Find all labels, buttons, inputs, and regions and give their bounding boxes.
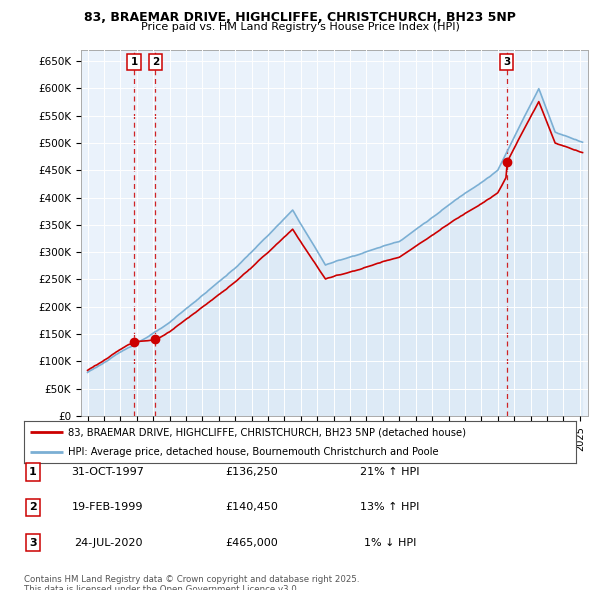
Text: £140,450: £140,450 xyxy=(226,503,278,512)
Text: 31-OCT-1997: 31-OCT-1997 xyxy=(71,467,145,477)
Text: 83, BRAEMAR DRIVE, HIGHCLIFFE, CHRISTCHURCH, BH23 5NP: 83, BRAEMAR DRIVE, HIGHCLIFFE, CHRISTCHU… xyxy=(84,11,516,24)
Text: Price paid vs. HM Land Registry's House Price Index (HPI): Price paid vs. HM Land Registry's House … xyxy=(140,22,460,32)
Text: 24-JUL-2020: 24-JUL-2020 xyxy=(74,538,142,548)
Text: 2: 2 xyxy=(29,503,37,512)
Text: Contains HM Land Registry data © Crown copyright and database right 2025.
This d: Contains HM Land Registry data © Crown c… xyxy=(24,575,359,590)
Text: 21% ↑ HPI: 21% ↑ HPI xyxy=(360,467,420,477)
Text: 1% ↓ HPI: 1% ↓ HPI xyxy=(364,538,416,548)
Text: 2: 2 xyxy=(152,57,159,67)
Text: 3: 3 xyxy=(29,538,37,548)
Text: 1: 1 xyxy=(29,467,37,477)
Text: 1: 1 xyxy=(130,57,137,67)
Text: 3: 3 xyxy=(503,57,511,67)
Text: 19-FEB-1999: 19-FEB-1999 xyxy=(72,503,144,512)
Text: 83, BRAEMAR DRIVE, HIGHCLIFFE, CHRISTCHURCH, BH23 5NP (detached house): 83, BRAEMAR DRIVE, HIGHCLIFFE, CHRISTCHU… xyxy=(68,427,466,437)
Text: 13% ↑ HPI: 13% ↑ HPI xyxy=(361,503,419,512)
Text: £136,250: £136,250 xyxy=(226,467,278,477)
Text: £465,000: £465,000 xyxy=(226,538,278,548)
Text: HPI: Average price, detached house, Bournemouth Christchurch and Poole: HPI: Average price, detached house, Bour… xyxy=(68,447,439,457)
